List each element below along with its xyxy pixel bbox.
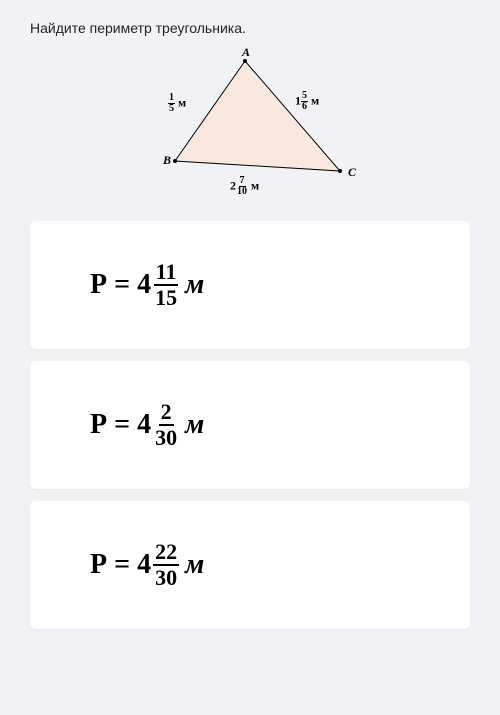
side-bc-label: 2710 м — [230, 176, 259, 197]
vertex-c-label: C — [348, 165, 356, 180]
answer-option-3[interactable]: P = 4 2230 м — [30, 501, 470, 629]
vertex-c-dot — [338, 169, 342, 173]
triangle-diagram: A B C 15 м 156 м 2710 м — [130, 51, 370, 201]
vertex-b-dot — [173, 159, 177, 163]
answer-option-2[interactable]: P = 4 230 м — [30, 361, 470, 489]
answer-option-1[interactable]: P = 4 1115 м — [30, 221, 470, 349]
answer-formula-3: P = 4 2230 м — [90, 541, 440, 589]
side-ac-label: 156 м — [295, 91, 319, 112]
vertex-a-label: A — [242, 45, 250, 60]
side-ab-label: 15 м — [168, 93, 186, 114]
question-text: Найдите периметр треугольника. — [30, 20, 470, 36]
vertex-b-label: B — [163, 153, 171, 168]
answer-formula-2: P = 4 230 м — [90, 401, 440, 449]
triangle-shape — [175, 61, 340, 171]
answer-formula-1: P = 4 1115 м — [90, 261, 440, 309]
diagram-container: A B C 15 м 156 м 2710 м — [30, 51, 470, 201]
